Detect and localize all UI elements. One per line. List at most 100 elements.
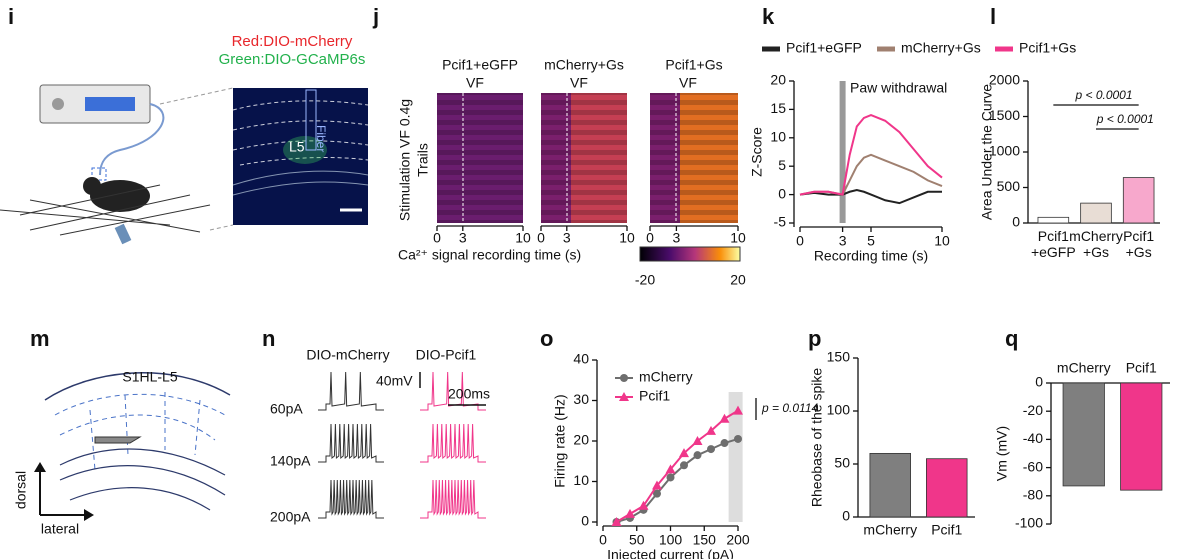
bar (1037, 216, 1070, 224)
trace (420, 423, 486, 463)
y-tick-label: 2000 (989, 72, 1020, 88)
bar (1080, 202, 1112, 224)
y-tick-label: 50 (834, 455, 850, 471)
point (720, 439, 729, 448)
y-tick-label: 1500 (989, 107, 1020, 123)
y-tick-label: 15 (770, 100, 786, 116)
axis-label: dorsal (13, 471, 29, 509)
y-tick-label: 30 (573, 391, 589, 407)
scale-label: 200ms (448, 386, 490, 402)
legend-label: Pcif1+eGFP (786, 40, 862, 56)
y-tick-label: 10 (770, 129, 786, 145)
y-tick-label: 0 (581, 513, 589, 529)
trace (318, 371, 384, 411)
trace (318, 479, 384, 519)
region-label: S1HL-L5 (122, 369, 177, 385)
x-tick-label: 150 (693, 532, 717, 548)
x-tick-label: Pcif1 (1126, 360, 1157, 376)
heatmaps (437, 93, 741, 262)
legend-green: Green:DIO-GCaMP6s (219, 51, 366, 68)
series-line (616, 438, 739, 523)
column-title: DIO-mCherry (306, 347, 389, 363)
y-tick-label: -40 (1023, 430, 1043, 446)
series-line (615, 409, 739, 523)
region-label: L5 (289, 139, 305, 155)
point (692, 436, 703, 445)
trace (318, 423, 384, 463)
panel-label: k (762, 4, 775, 29)
legend-label: mCherry (639, 369, 693, 385)
point (693, 451, 702, 460)
x-tick-label: 5 (867, 233, 875, 249)
series-line (799, 189, 942, 205)
y-tick-label: 100 (827, 402, 851, 418)
point (638, 500, 649, 510)
annotation: Paw withdrawal (850, 80, 947, 96)
annotation: p = 0.0114 (761, 401, 818, 415)
x-tick-label: mCherry (863, 522, 917, 538)
panel-label: i (8, 4, 14, 29)
bar (1062, 382, 1105, 487)
x-axis-label: Recording time (s) (814, 248, 928, 264)
x-tick-label: 100 (659, 532, 683, 548)
bar (1120, 382, 1163, 491)
y-tick-label: -80 (1023, 487, 1043, 503)
x-tick-label: 50 (629, 532, 645, 548)
x-tick-label: 3 (839, 233, 847, 249)
point (707, 445, 715, 454)
legend-red: Red:DIO-mCherry (232, 33, 353, 50)
y-tick-label: 1000 (989, 143, 1020, 159)
point (666, 473, 675, 482)
point (680, 461, 688, 470)
x-tick-label: 0 (599, 532, 607, 548)
x-tick-label: 3 (673, 230, 681, 246)
panel-label: l (990, 4, 996, 29)
point (611, 517, 622, 526)
panel-label: n (262, 326, 275, 351)
y-axis-label: Stimulation VF 0.4g (397, 99, 413, 221)
annotation: p < 0.0001 (1074, 88, 1132, 102)
stimulus-marker: VF (679, 75, 697, 91)
setup-schematic (0, 84, 369, 245)
x-tick-label: 200 (726, 532, 750, 548)
y-tick-label: -20 (1023, 402, 1043, 418)
x-axis-label: Ca²⁺ signal recording time (s) (398, 247, 581, 263)
x-tick-label: 0 (433, 230, 441, 246)
y-tick-label: 0 (1035, 374, 1043, 390)
colorbar-label: 20 (730, 272, 746, 288)
legend-label: Pcif1 (639, 388, 670, 404)
panel-label: q (1005, 326, 1018, 351)
x-tick-label: 3 (459, 230, 467, 246)
y-tick-label: 150 (827, 349, 851, 365)
scale-bar (419, 372, 486, 406)
x-tick-label: 10 (730, 230, 746, 246)
point (719, 413, 730, 423)
y-axis-label: Vm (mV) (994, 426, 1010, 481)
y-tick-label: 5 (778, 157, 786, 173)
legend-label: mCherry+Gs (901, 40, 981, 56)
current-label: 140pA (270, 453, 311, 469)
point (653, 489, 661, 498)
point (733, 405, 743, 415)
x-tick-label: 10 (619, 230, 635, 246)
y-tick-label: 10 (573, 472, 589, 488)
x-tick-label: mCherry (1057, 360, 1111, 376)
axes (793, 81, 942, 228)
brain-schematic (34, 372, 231, 521)
column-title: DIO-Pcif1 (416, 347, 477, 363)
voltage-traces (318, 371, 486, 519)
point (734, 434, 742, 443)
series-line (799, 153, 943, 196)
point (652, 480, 662, 490)
heatmap-title: mCherry+Gs (544, 57, 624, 73)
panel-label: o (540, 326, 553, 351)
panel-label: p (808, 326, 821, 351)
y-tick-label: 0 (778, 185, 786, 201)
y-axis-label: Firing rate (Hz) (552, 394, 568, 487)
x-tick-label: 0 (537, 230, 545, 246)
current-label: 200pA (270, 509, 311, 525)
scale-label: 40mV (376, 373, 413, 389)
x-tick-label: 3 (563, 230, 571, 246)
axes (596, 360, 738, 527)
